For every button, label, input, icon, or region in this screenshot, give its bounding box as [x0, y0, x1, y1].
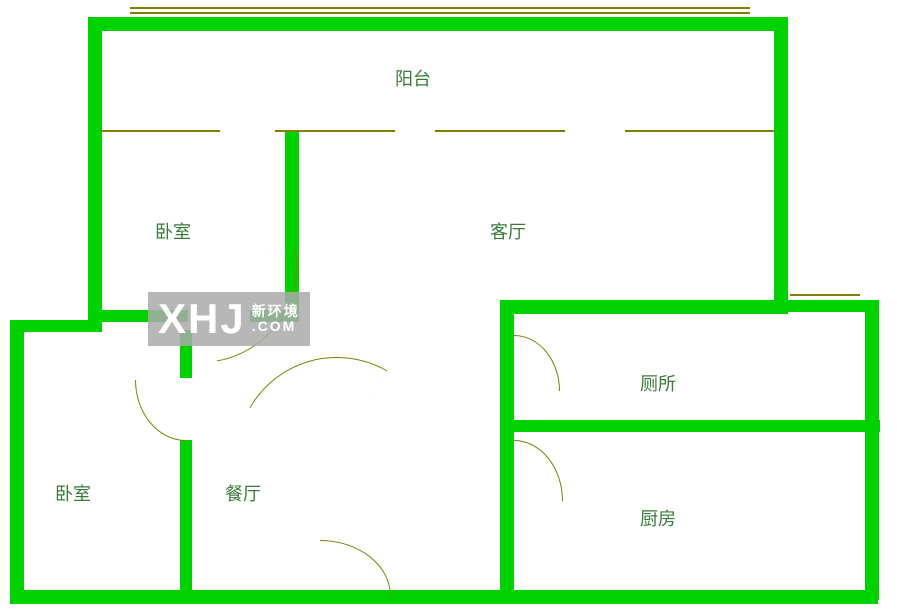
- label-balcony: 阳台: [395, 65, 431, 91]
- wall: [10, 320, 24, 600]
- wall: [180, 440, 192, 600]
- door-arc: [514, 440, 563, 501]
- balcony-door-line: [275, 130, 395, 132]
- wall: [10, 320, 102, 332]
- door-arc: [135, 380, 186, 441]
- wall: [500, 420, 880, 432]
- label-toilet: 厕所: [640, 370, 676, 396]
- watermark-main: XHJ: [158, 298, 246, 340]
- window-line: [130, 7, 750, 9]
- window-line: [130, 12, 750, 14]
- watermark-sub: 新环境 .COM: [252, 304, 300, 335]
- wall: [774, 300, 879, 312]
- wall: [865, 300, 879, 600]
- wall: [500, 300, 514, 600]
- floorplan-canvas: 阳台 卧室 客厅 卧室 餐厅 厕所 厨房 XHJ 新环境 .COM: [0, 0, 897, 616]
- watermark: XHJ 新环境 .COM: [148, 292, 310, 346]
- label-living-room: 客厅: [490, 218, 526, 244]
- wall: [774, 17, 788, 310]
- wall: [88, 17, 788, 31]
- wall: [500, 300, 788, 314]
- label-dining-room: 餐厅: [225, 480, 261, 506]
- door-arc: [320, 540, 391, 596]
- wall: [10, 590, 878, 604]
- balcony-door-line: [625, 130, 775, 132]
- label-bedroom: 卧室: [55, 480, 91, 506]
- balcony-door-line: [435, 130, 565, 132]
- balcony-door-line: [100, 130, 220, 132]
- wall: [88, 17, 102, 310]
- label-kitchen: 厨房: [640, 505, 676, 531]
- window-line: [790, 294, 860, 296]
- label-bedroom: 卧室: [155, 218, 191, 244]
- door-arc: [514, 335, 560, 391]
